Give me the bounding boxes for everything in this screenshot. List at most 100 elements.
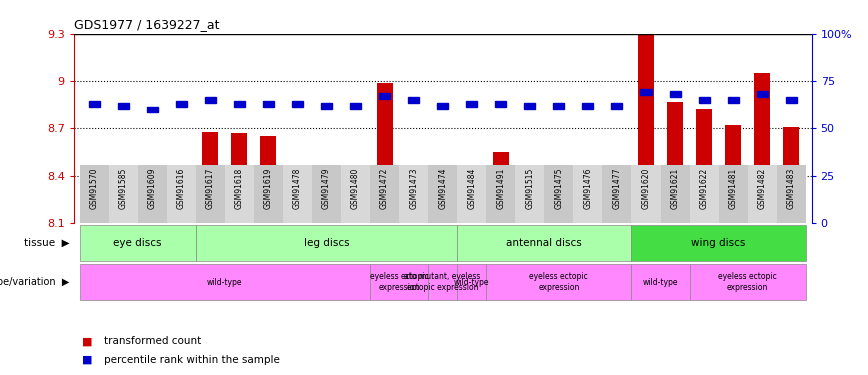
Bar [602, 165, 632, 223]
Text: ■: ■ [82, 355, 93, 365]
Bar [727, 97, 739, 103]
Bar [486, 165, 516, 223]
Text: eyeless ectopic
expression: eyeless ectopic expression [529, 273, 589, 292]
Bar [493, 152, 509, 223]
Text: GSM91474: GSM91474 [438, 168, 447, 209]
Text: GSM91482: GSM91482 [758, 168, 766, 209]
Bar [457, 264, 486, 300]
Text: GSM91477: GSM91477 [613, 168, 621, 209]
Bar [205, 97, 216, 103]
Bar [747, 165, 777, 223]
Bar [522, 215, 538, 223]
Bar [408, 97, 419, 103]
Bar [108, 165, 138, 223]
Text: eyeless ectopic
expression: eyeless ectopic expression [370, 273, 429, 292]
Bar [661, 165, 689, 223]
Text: wild-type: wild-type [643, 278, 678, 286]
Text: GSM91570: GSM91570 [89, 168, 99, 209]
Text: GSM91476: GSM91476 [583, 168, 593, 209]
Bar [524, 103, 536, 109]
Text: wild-type: wild-type [454, 278, 490, 286]
Bar [321, 103, 332, 109]
Text: GSM91481: GSM91481 [728, 168, 738, 209]
Bar [496, 101, 506, 107]
Text: transformed count: transformed count [104, 336, 201, 346]
Bar [86, 215, 102, 223]
Bar [699, 97, 710, 103]
Bar [428, 165, 457, 223]
Bar [399, 165, 428, 223]
Bar [777, 165, 806, 223]
Text: percentile rank within the sample: percentile rank within the sample [104, 355, 280, 365]
Bar [341, 165, 370, 223]
Text: GSM91479: GSM91479 [322, 168, 331, 209]
Bar [551, 187, 567, 223]
Bar [89, 101, 100, 107]
Bar [138, 165, 167, 223]
Bar [632, 264, 689, 300]
Text: GSM91609: GSM91609 [148, 168, 157, 209]
Bar [486, 264, 632, 300]
Bar [175, 101, 187, 107]
Bar [377, 82, 392, 223]
Bar [196, 165, 225, 223]
Bar [370, 264, 428, 300]
Text: GSM91484: GSM91484 [467, 168, 477, 209]
Bar [196, 225, 457, 261]
Bar [725, 125, 741, 223]
Bar [405, 172, 422, 223]
Bar [260, 136, 276, 223]
Bar [174, 168, 189, 223]
Text: GSM91472: GSM91472 [380, 168, 389, 209]
Text: GDS1977 / 1639227_at: GDS1977 / 1639227_at [74, 18, 220, 31]
Text: leg discs: leg discs [304, 238, 349, 248]
Text: GSM91491: GSM91491 [496, 168, 505, 209]
Bar [350, 103, 361, 109]
Bar [466, 101, 477, 107]
Bar [370, 165, 399, 223]
Text: eye discs: eye discs [114, 238, 162, 248]
Bar [80, 264, 370, 300]
Bar [80, 225, 196, 261]
Bar [428, 264, 457, 300]
Bar [233, 101, 245, 107]
Bar [457, 165, 486, 223]
Bar [118, 103, 128, 109]
Bar [582, 103, 594, 109]
Text: GSM91480: GSM91480 [351, 168, 360, 209]
Bar [144, 217, 161, 223]
Bar [115, 180, 131, 223]
Text: GSM91622: GSM91622 [700, 168, 708, 209]
Bar [292, 101, 303, 107]
Bar [464, 176, 480, 223]
Bar [289, 184, 306, 223]
Text: ■: ■ [82, 336, 93, 346]
Text: ato mutant, eyeless
ectopic expression: ato mutant, eyeless ectopic expression [404, 273, 481, 292]
Bar [263, 101, 274, 107]
Text: GSM91483: GSM91483 [786, 168, 796, 209]
Bar [253, 165, 283, 223]
Bar [554, 103, 564, 109]
Bar [437, 103, 448, 109]
Text: eyeless ectopic
expression: eyeless ectopic expression [719, 273, 777, 292]
Text: GSM91620: GSM91620 [641, 168, 650, 209]
Bar [611, 103, 622, 109]
Text: GSM91621: GSM91621 [671, 168, 680, 209]
Bar [689, 264, 806, 300]
Text: GSM91515: GSM91515 [525, 168, 535, 209]
Bar [435, 171, 450, 223]
Bar [754, 73, 770, 223]
Bar [786, 97, 797, 103]
Bar [632, 225, 806, 261]
Text: wing discs: wing discs [692, 238, 746, 248]
Bar [283, 165, 312, 223]
Text: genotype/variation  ▶: genotype/variation ▶ [0, 277, 69, 287]
Bar [544, 165, 574, 223]
Bar [225, 165, 253, 223]
Text: GSM91617: GSM91617 [206, 168, 214, 209]
Text: GSM91618: GSM91618 [235, 168, 244, 209]
Text: GSM91616: GSM91616 [177, 168, 186, 209]
Text: GSM91478: GSM91478 [293, 168, 302, 209]
Text: GSM91475: GSM91475 [555, 168, 563, 209]
Bar [232, 133, 247, 223]
